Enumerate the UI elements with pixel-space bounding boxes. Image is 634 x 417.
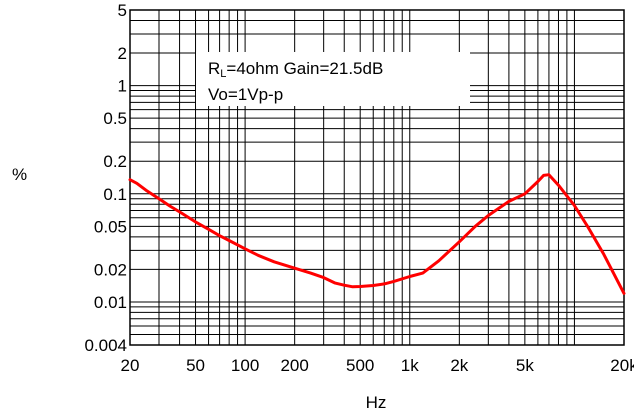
series-layer [128, 173, 626, 295]
x-tick-label: 20k [610, 356, 634, 375]
x-tick-label: 200 [280, 356, 308, 375]
y-tick-label: 0.1 [103, 185, 127, 204]
x-tick-label: 500 [346, 356, 374, 375]
x-tick-label: 5k [516, 356, 534, 375]
y-tick-label: 0.02 [94, 260, 127, 279]
y-tick-label: 2 [118, 44, 127, 63]
y-tick-labels: 0.004 0.01 0.02 0.05 0.1 0.2 0.5 1 2 5 [84, 1, 127, 355]
thd-curve [128, 173, 626, 295]
y-tick-label: 1 [118, 77, 127, 96]
annotation-box: RL=4ohm Gain=21.5dB Vo=1Vp-p [196, 52, 470, 106]
x-tick-label: 50 [186, 356, 205, 375]
x-tick-label: 1k [401, 356, 419, 375]
y-tick-label: 0.05 [94, 217, 127, 236]
x-tick-label: 100 [231, 356, 259, 375]
y-tick-label: 0.01 [94, 293, 127, 312]
y-tick-label: 5 [118, 1, 127, 20]
x-tick-label: 20 [121, 356, 140, 375]
annotation-line1: RL=4ohm Gain=21.5dB [208, 59, 383, 80]
plot-frame [129, 9, 625, 346]
y-axis-title: % [12, 165, 27, 184]
y-tick-label: 0.004 [84, 336, 127, 355]
x-tick-label: 2k [450, 356, 468, 375]
y-tick-label: 0.5 [103, 109, 127, 128]
x-axis-title: Hz [366, 393, 387, 412]
y-tick-label: 0.2 [103, 152, 127, 171]
x-tick-labels: 20 50 100 200 500 1k 2k 5k 20k [121, 356, 634, 375]
annotation-line2: Vo=1Vp-p [208, 85, 283, 104]
